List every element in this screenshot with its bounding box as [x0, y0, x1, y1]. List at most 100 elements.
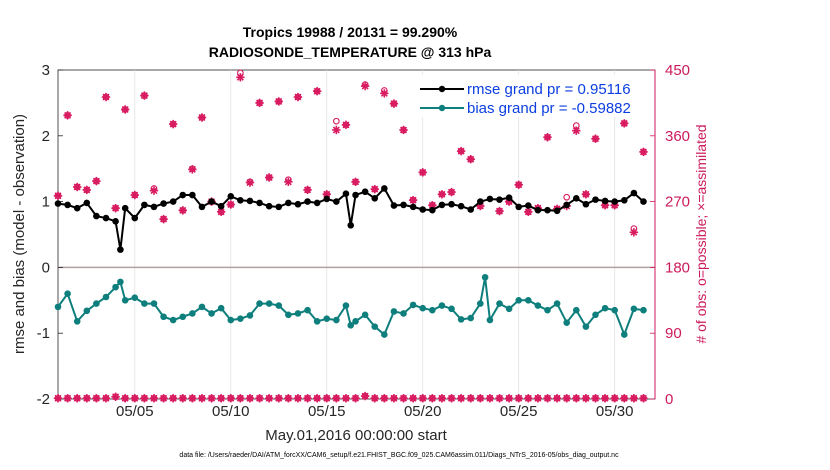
rmse-point [563, 201, 570, 209]
rmse-point [572, 195, 580, 202]
bias-point [347, 322, 355, 329]
legend-bias-label: bias grand pr = -0.59882 [467, 100, 631, 117]
obs-assimilated-low-point [92, 394, 101, 403]
obs-assimilated-point [620, 119, 629, 128]
obs-assimilated-stroke [332, 126, 340, 134]
obs-assimilated-stroke [323, 394, 331, 402]
bias-point [515, 297, 523, 304]
obs-assimilated-stroke [131, 191, 139, 199]
obs-assimilated-stroke [371, 394, 379, 402]
rmse-point [256, 199, 263, 207]
obs-assimilated-low-point [428, 394, 437, 403]
obs-assimilated-stroke [361, 82, 369, 90]
bias-point [342, 302, 350, 309]
obs-assimilated-low-point [284, 394, 293, 403]
rmse-point [477, 198, 484, 205]
chart-marks [53, 69, 648, 403]
rmse-point [83, 199, 91, 207]
obs-assimilated-stroke [543, 394, 552, 402]
obs-assimilated-low-point [140, 394, 149, 403]
legend-box [418, 75, 651, 117]
obs-assimilated-low-point [370, 394, 379, 403]
bias-point [117, 278, 124, 286]
bias-point [265, 300, 273, 307]
obs-assimilated-stroke [198, 394, 206, 402]
bias-point [611, 306, 618, 314]
obs-assimilated-low-point [524, 394, 533, 403]
obs-assimilated-low-point [572, 394, 581, 403]
obs-assimilated-low-point [447, 394, 456, 403]
bias-point [592, 311, 599, 319]
obs-assimilated-stroke [639, 394, 647, 402]
obs-assimilated-stroke [409, 394, 417, 402]
bias-point [544, 306, 551, 314]
obs-assimilated-point [130, 190, 139, 200]
obs-assimilated-stroke [611, 394, 619, 402]
legend-rmse-marker [438, 85, 446, 93]
obs-assimilated-stroke [352, 394, 360, 402]
obs-assimilated-point [514, 180, 523, 189]
bias-point [54, 303, 62, 311]
obs-assimilated-point [293, 92, 303, 102]
obs-assimilated-stroke [572, 394, 580, 402]
obs-assimilated-point [370, 184, 379, 194]
rmse-point [409, 203, 417, 211]
rmse-point [73, 204, 81, 212]
obs-assimilated-stroke [179, 206, 187, 214]
rmse-point [189, 191, 196, 199]
obs-assimilated-stroke [438, 394, 446, 402]
obs-assimilated-stroke [467, 394, 475, 402]
obs-assimilated-stroke [591, 394, 599, 402]
obs-assimilated-stroke [92, 394, 100, 402]
rmse-point [381, 185, 388, 192]
obs-assimilated-low-point [514, 394, 523, 403]
y-right-tick-label: 90 [665, 325, 682, 342]
obs-assimilated-stroke [419, 394, 427, 402]
obs-assimilated-stroke [131, 394, 139, 402]
obs-assimilated-stroke [73, 394, 81, 402]
chart-title-line2: RADIOSONDE_TEMPERATURE @ 313 hPa [209, 44, 492, 60]
obs-assimilated-stroke [448, 188, 456, 196]
rmse-point [131, 214, 139, 222]
obs-assimilated-low-point [639, 394, 648, 403]
obs-assimilated-point [360, 81, 370, 91]
obs-assimilated-stroke [496, 207, 504, 215]
bias-point [496, 300, 503, 307]
obs-assimilated-low-point [600, 394, 610, 403]
obs-assimilated-point [312, 87, 322, 96]
rmse-point [457, 202, 465, 210]
obs-assimilated-stroke [476, 394, 484, 402]
rmse-point [198, 203, 206, 211]
obs-assimilated-low-point [197, 394, 207, 403]
rmse-point [582, 200, 590, 208]
obs-assimilated-point [120, 105, 130, 114]
obs-assimilated-point [466, 154, 475, 164]
obs-assimilated-stroke [342, 121, 350, 129]
obs-assimilated-stroke [140, 92, 148, 100]
obs-assimilated-stroke [505, 394, 513, 402]
obs-assimilated-stroke [332, 394, 340, 402]
rmse-point [64, 201, 71, 209]
rmse-point [525, 202, 532, 209]
obs-assimilated-low-point [53, 394, 63, 403]
obs-assimilated-stroke [227, 201, 235, 209]
obs-possible-point [332, 117, 340, 125]
obs-assimilated-stroke [323, 190, 331, 198]
obs-assimilated-point [197, 113, 207, 122]
obs-assimilated-point [178, 206, 187, 215]
rmse-point [467, 206, 475, 213]
obs-assimilated-point [245, 178, 255, 187]
x-tick-label: 05/25 [500, 403, 538, 420]
obs-assimilated-stroke [390, 394, 398, 402]
rmse-point [505, 194, 513, 201]
obs-assimilated-stroke [246, 394, 254, 402]
obs-assimilated-stroke [102, 93, 110, 101]
obs-assimilated-low-point [408, 394, 418, 403]
obs-assimilated-low-point [456, 394, 466, 403]
bias-point [505, 305, 513, 313]
obs-assimilated-low-point [293, 394, 303, 403]
rmse-point [237, 196, 244, 204]
bias-point [534, 302, 542, 309]
rmse-point [294, 200, 302, 208]
bias-point [217, 304, 225, 312]
